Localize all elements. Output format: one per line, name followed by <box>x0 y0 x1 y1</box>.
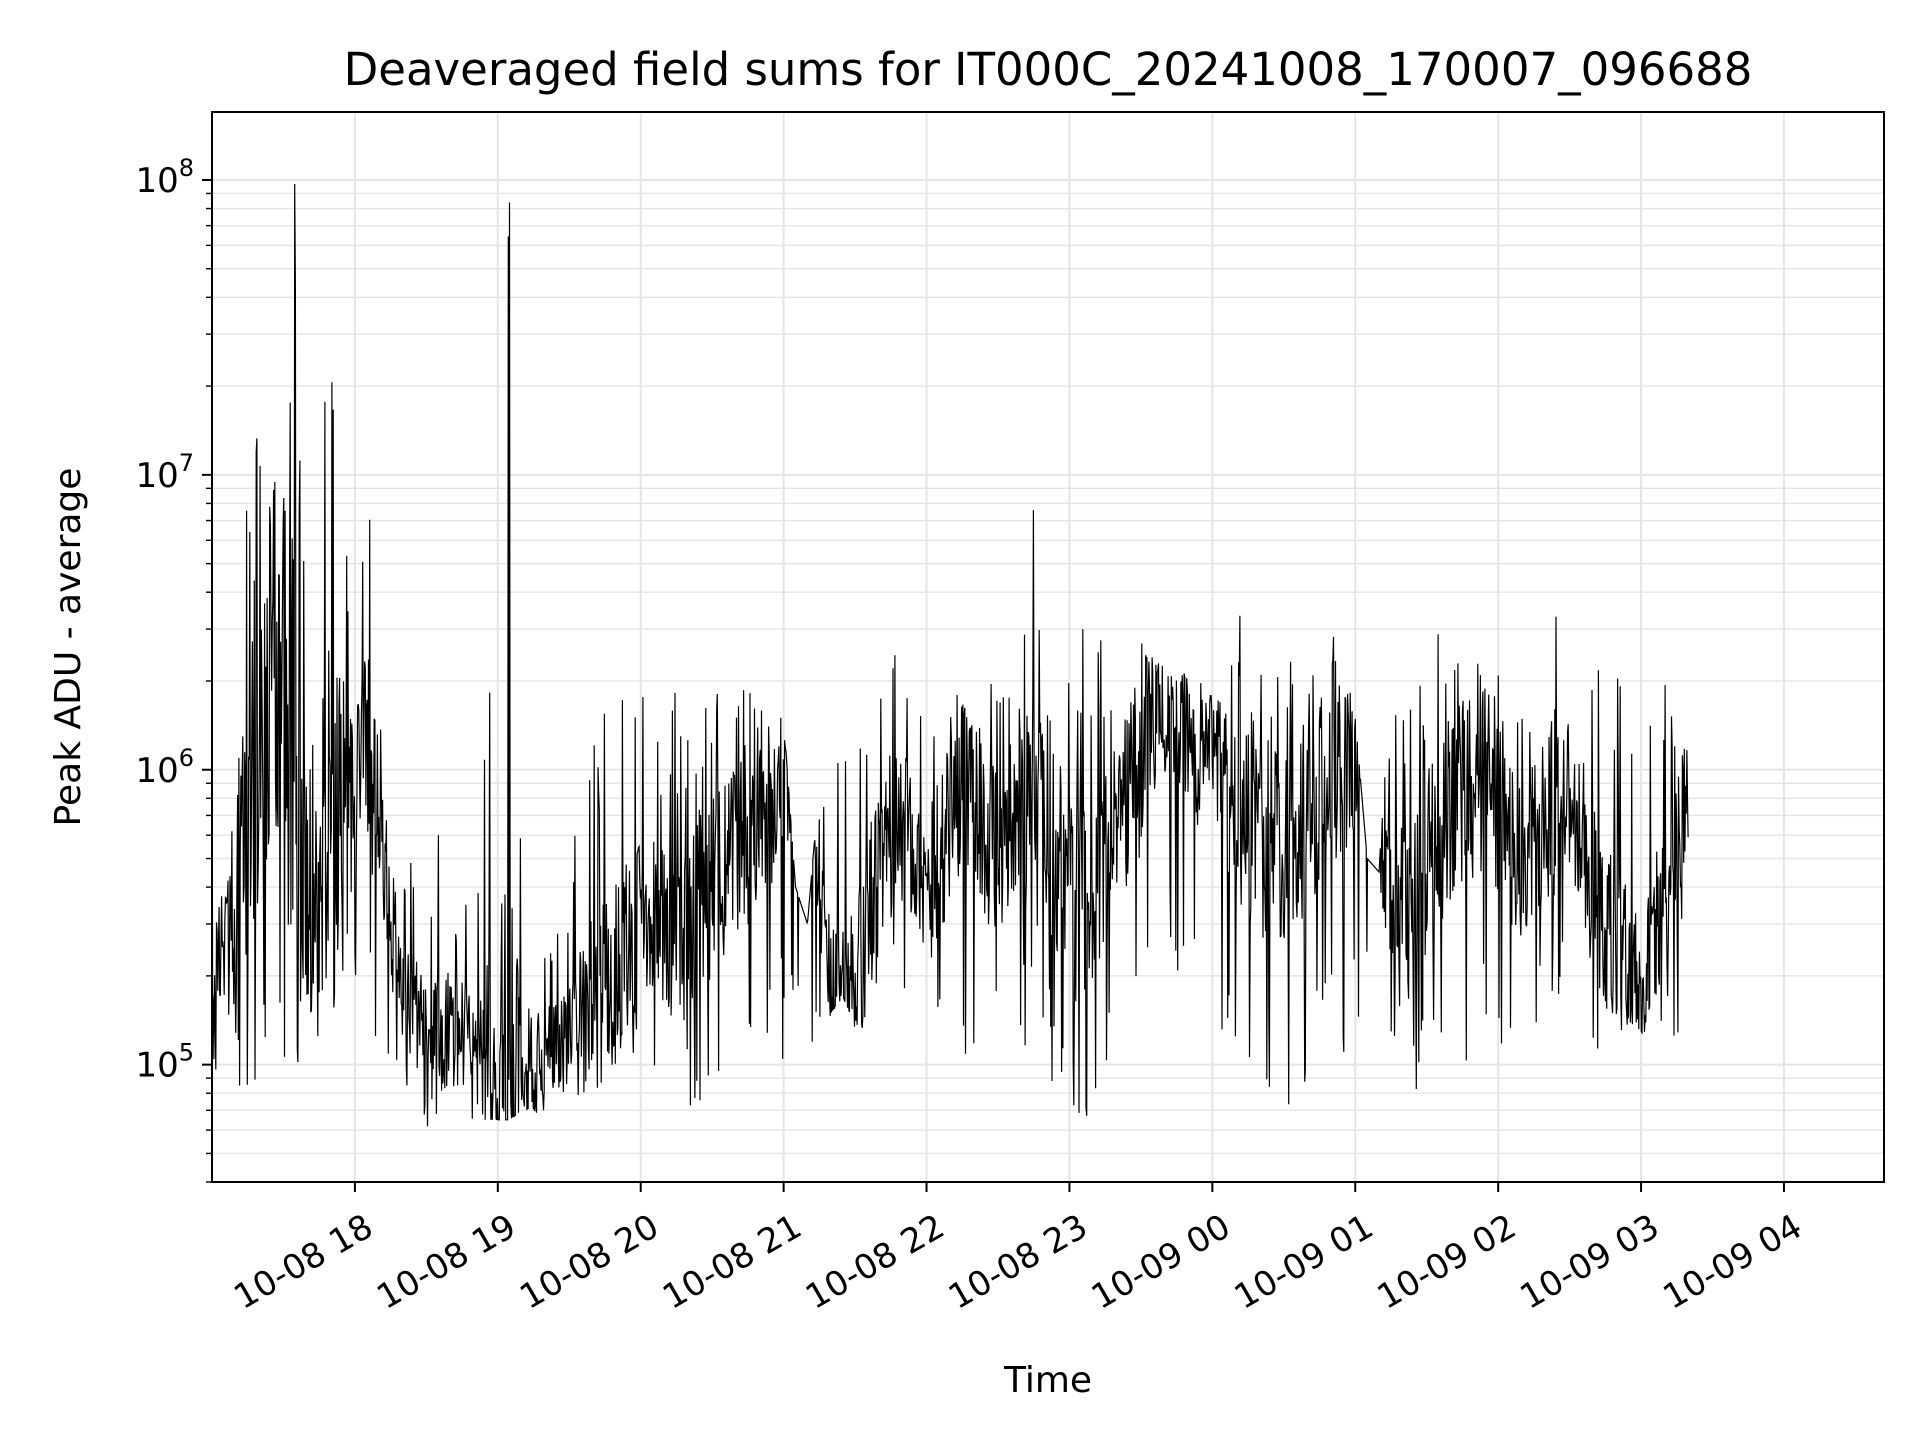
series-line <box>211 183 1689 1127</box>
x-axis-label: Time <box>1003 1360 1092 1401</box>
chart-title: Deaveraged field sums for IT000C_2024100… <box>344 43 1753 96</box>
y-tick-label: 107 <box>135 449 194 496</box>
y-axis: 105 106 107 108 <box>135 154 212 1183</box>
plot-frame <box>211 111 1885 1183</box>
y-tick-label: 105 <box>135 1039 194 1086</box>
plot-area <box>211 183 1689 1127</box>
y-tick-label: 106 <box>135 744 194 791</box>
y-tick-label: 108 <box>135 154 194 201</box>
y-axis-label: Peak ADU - average <box>48 468 89 827</box>
